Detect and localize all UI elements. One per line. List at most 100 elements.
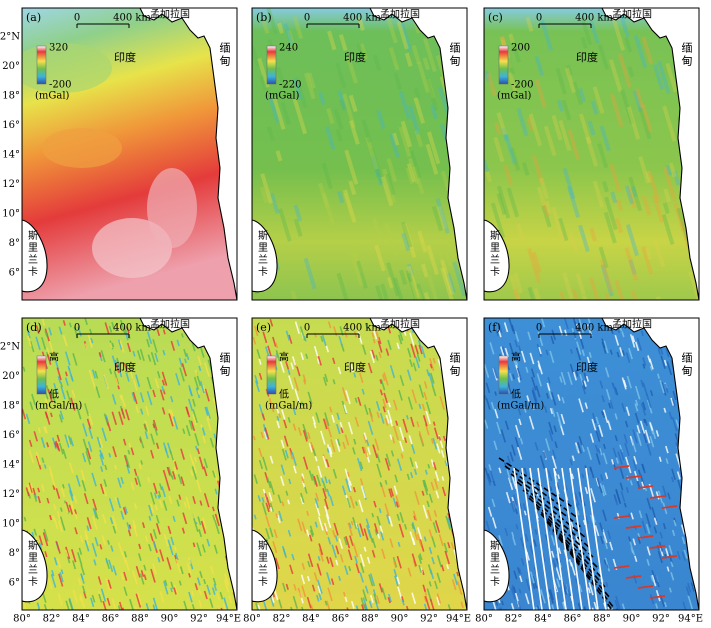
texture — [276, 420, 280, 429]
texture — [577, 441, 582, 454]
latitude-label: 10° — [2, 519, 20, 530]
texture — [632, 538, 637, 546]
texture — [590, 100, 599, 115]
texture — [265, 528, 271, 540]
texture — [583, 606, 589, 610]
texture — [624, 420, 629, 428]
ocean-fill — [252, 8, 467, 300]
texture — [58, 573, 64, 587]
texture — [187, 398, 194, 412]
texture — [283, 22, 294, 46]
texture — [617, 451, 623, 465]
texture — [672, 398, 676, 407]
texture — [132, 570, 138, 585]
texture — [392, 497, 397, 508]
longitude-label: 84° — [302, 614, 320, 625]
texture — [372, 329, 378, 340]
texture — [260, 173, 273, 204]
texture — [443, 247, 453, 268]
texture — [427, 274, 441, 300]
texture — [170, 581, 174, 590]
texture — [112, 446, 117, 458]
lineament — [613, 465, 630, 469]
texture — [350, 520, 354, 526]
texture — [670, 561, 674, 568]
texture — [347, 482, 352, 492]
texture — [532, 576, 538, 589]
texture — [134, 606, 140, 610]
texture — [429, 363, 433, 369]
texture — [301, 606, 306, 610]
texture — [607, 606, 612, 610]
texture — [194, 445, 198, 451]
texture — [509, 147, 521, 172]
colorbar-unit: (mGal/m) — [497, 401, 544, 412]
texture — [365, 438, 370, 447]
texture — [492, 480, 496, 487]
texture — [194, 582, 199, 591]
texture — [649, 365, 653, 371]
texture — [512, 500, 518, 515]
texture — [384, 12, 398, 44]
lineament — [649, 595, 666, 599]
texture — [300, 492, 305, 503]
texture — [152, 528, 158, 539]
texture — [275, 350, 281, 362]
texture — [258, 459, 264, 470]
texture — [122, 438, 127, 446]
texture — [318, 516, 324, 531]
texture — [74, 513, 78, 520]
texture — [335, 545, 340, 555]
longitude-label: 90° — [161, 614, 179, 625]
texture — [384, 222, 398, 256]
texture — [139, 348, 145, 362]
texture — [118, 601, 123, 610]
texture — [258, 358, 262, 365]
texture — [522, 502, 528, 515]
texture — [359, 562, 365, 574]
texture — [214, 488, 218, 495]
texture — [324, 476, 328, 484]
texture — [51, 392, 57, 404]
texture — [504, 134, 517, 165]
texture — [611, 459, 615, 465]
texture — [341, 485, 347, 496]
lineament — [637, 535, 654, 539]
texture — [640, 330, 644, 337]
texture — [398, 126, 412, 158]
texture — [623, 502, 627, 508]
texture — [172, 420, 176, 426]
texture — [398, 523, 405, 538]
texture — [380, 379, 386, 391]
texture — [493, 367, 498, 379]
texture — [196, 448, 200, 455]
texture — [140, 460, 144, 465]
texture — [629, 334, 636, 348]
texture — [434, 471, 440, 482]
texture — [75, 405, 82, 420]
texture — [564, 584, 568, 590]
texture — [578, 224, 590, 253]
texture — [602, 409, 609, 424]
texture — [62, 448, 67, 459]
texture — [342, 591, 346, 598]
texture — [168, 413, 174, 427]
sri-lanka — [484, 529, 510, 603]
texture — [687, 582, 692, 593]
texture — [603, 537, 609, 550]
texture — [581, 473, 585, 479]
texture — [56, 434, 61, 442]
texture — [328, 479, 331, 485]
texture — [672, 170, 681, 186]
texture — [662, 105, 677, 142]
texture — [400, 453, 404, 459]
texture — [55, 440, 60, 451]
texture — [34, 494, 38, 499]
texture — [670, 572, 675, 581]
texture — [551, 449, 557, 460]
texture — [132, 350, 136, 357]
texture — [342, 189, 357, 223]
colorbar-min: 低 — [49, 388, 59, 401]
scale-end: 400 km — [113, 323, 151, 334]
texture — [297, 427, 302, 436]
